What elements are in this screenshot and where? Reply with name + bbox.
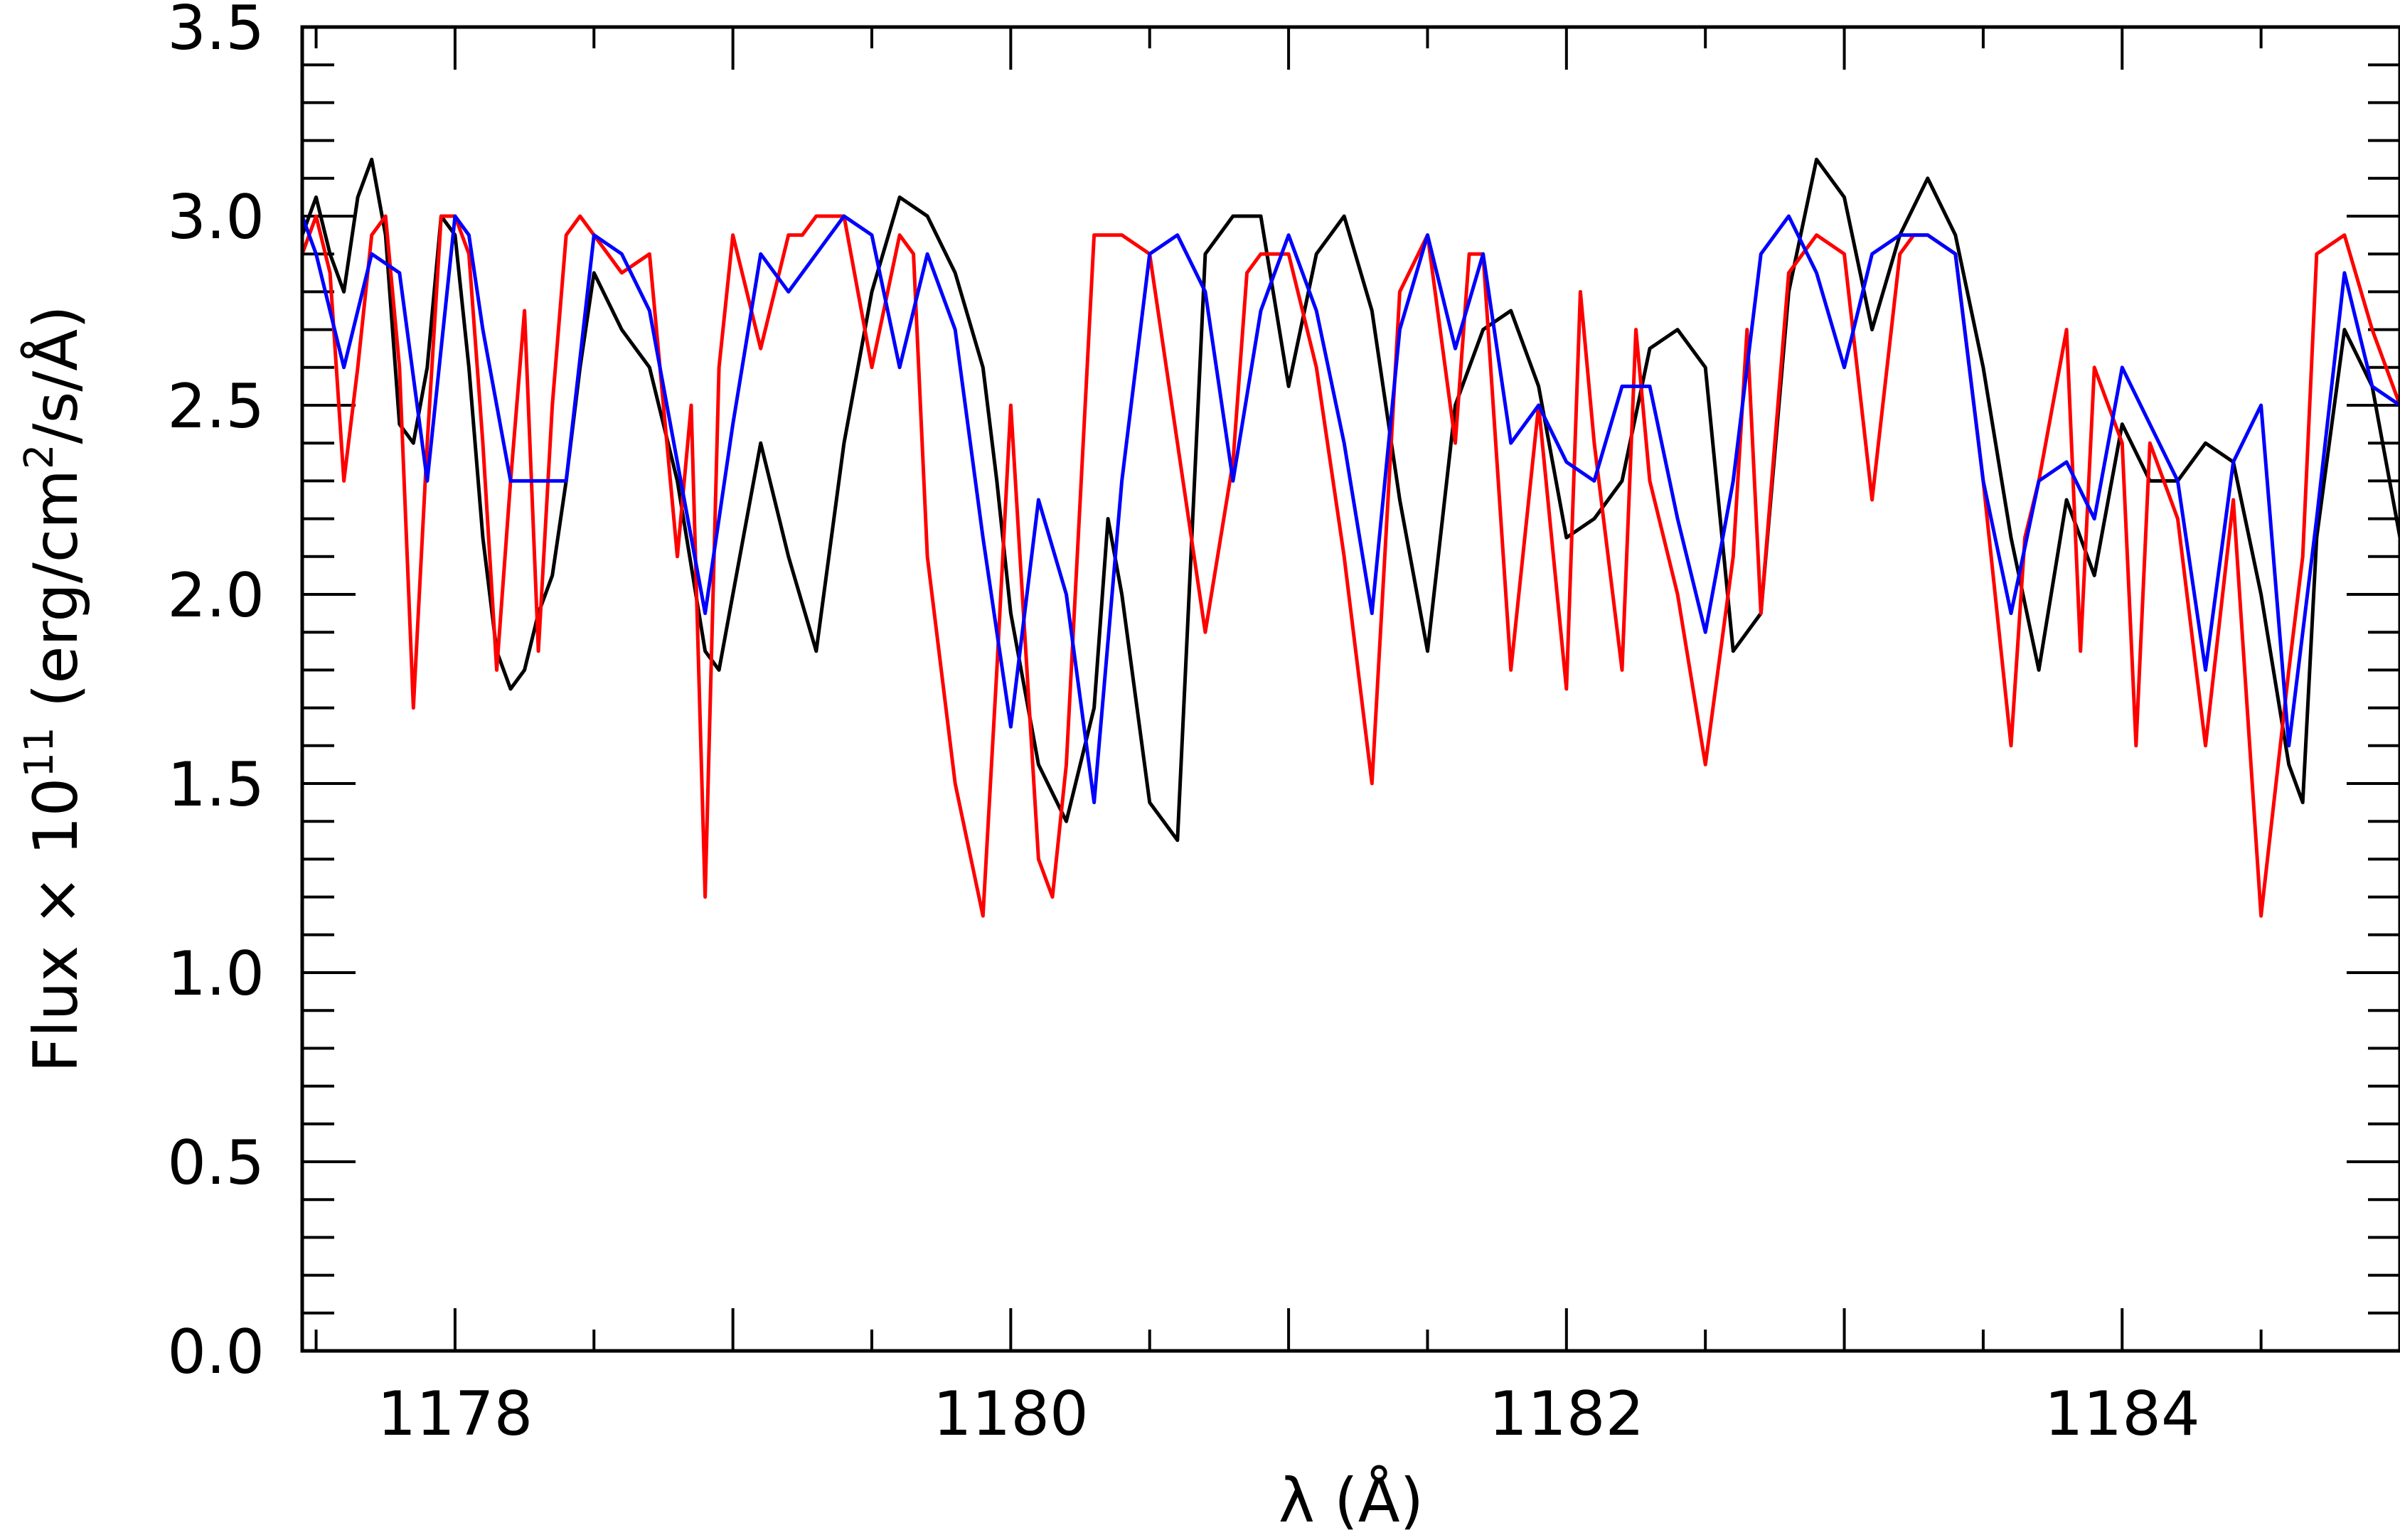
y-tick-label: 3.0	[167, 182, 265, 253]
model-spectrum-line	[302, 214, 2400, 918]
x-tick-label: 1180	[933, 1379, 1089, 1450]
y-tick-label: 2.0	[167, 560, 265, 631]
y-axis-label-exp1: 11	[16, 727, 63, 777]
x-tick-label: 1182	[1488, 1379, 1644, 1450]
plot-frame	[300, 25, 2400, 1353]
y-tick-label: 1.0	[167, 939, 265, 1010]
x-tick-label: 1178	[377, 1379, 533, 1450]
y-axis-label-prefix: Flux × 10	[21, 778, 92, 1073]
y-axis-label: Flux × 1011 (erg/cm2/s/Å)	[16, 305, 92, 1072]
y-tick-label: 0.5	[167, 1128, 265, 1199]
x-tick-label: 1184	[2044, 1379, 2200, 1450]
y-tick-label: 0.0	[167, 1317, 265, 1388]
tick-labels: 1178 1180 1182 1184 0.0 0.5 1.0 1.5 2.0 2.5 3.0 3.5	[167, 0, 2199, 1450]
convolved-model-line	[302, 214, 2400, 805]
x-axis-label: λ (Å)	[1279, 1465, 1424, 1536]
y-axis-label-middle: (erg/cm	[21, 469, 92, 727]
y-tick-label: 2.5	[167, 371, 265, 442]
y-tick-label: 1.5	[167, 749, 265, 820]
series-layer	[302, 157, 2400, 918]
y-axis-label-suffix: /s/Å)	[20, 305, 92, 444]
axis-ticks	[302, 26, 2400, 1352]
y-tick-label: 3.5	[167, 0, 265, 64]
y-axis-label-exp2: 2	[16, 444, 63, 470]
